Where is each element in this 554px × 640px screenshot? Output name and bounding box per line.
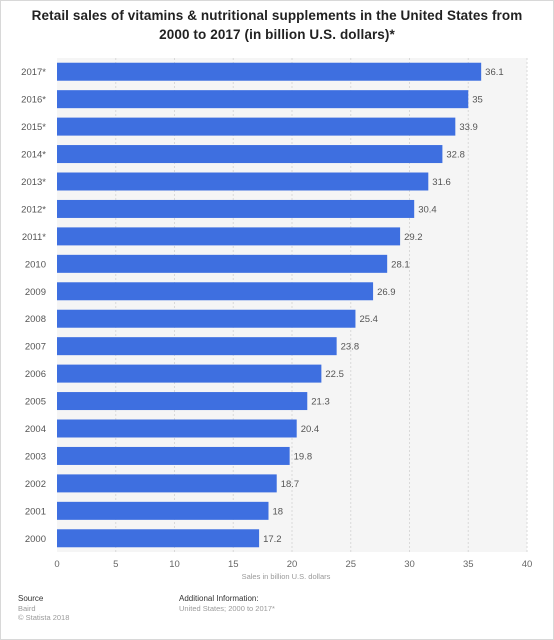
data-label: 31.6 (432, 177, 451, 188)
data-label: 21.3 (311, 397, 330, 408)
data-label: 25.4 (359, 314, 378, 325)
bar (57, 145, 443, 164)
x-tick-label: 0 (54, 559, 59, 570)
bar (57, 117, 456, 136)
bar (57, 474, 277, 493)
data-label: 32.8 (446, 150, 465, 161)
bar (57, 337, 337, 356)
bar (57, 199, 415, 218)
data-label: 29.2 (404, 232, 423, 243)
category-label: 2009 (25, 287, 46, 298)
data-label: 23.8 (341, 342, 360, 353)
data-label: 19.8 (294, 451, 313, 462)
bar (57, 254, 388, 273)
category-label: 2000 (25, 534, 46, 545)
bar (57, 309, 356, 328)
data-label: 33.9 (459, 122, 478, 133)
data-label: 26.9 (377, 287, 396, 298)
additional-info-heading: Additional Information: (179, 594, 259, 603)
x-tick-label: 35 (463, 559, 474, 570)
data-label: 18 (273, 506, 284, 517)
category-label: 2012* (21, 204, 46, 215)
copyright-line: © Statista 2018 (18, 613, 70, 622)
source-heading: Source (18, 594, 44, 603)
bar (57, 501, 269, 520)
bar (57, 446, 290, 465)
data-label: 18.7 (281, 479, 300, 490)
category-label: 2015* (21, 122, 46, 133)
x-tick-label: 40 (522, 559, 533, 570)
category-label: 2013* (21, 177, 46, 188)
bar (57, 172, 429, 191)
category-label: 2008 (25, 314, 46, 325)
data-label: 17.2 (263, 534, 282, 545)
bar (57, 392, 308, 411)
data-label: 36.1 (485, 67, 504, 78)
x-tick-label: 15 (228, 559, 239, 570)
x-axis-label: Sales in billion U.S. dollars (242, 572, 331, 581)
category-label: 2001 (25, 506, 46, 517)
category-label: 2014* (21, 150, 46, 161)
category-label: 2011* (22, 232, 46, 243)
category-label: 2005 (25, 397, 46, 408)
category-label: 2003 (25, 451, 46, 462)
source-line: Baird (18, 603, 36, 613)
plot-area (57, 58, 527, 552)
data-label: 22.5 (325, 369, 344, 380)
x-tick-label: 20 (287, 559, 298, 570)
bar (57, 282, 374, 301)
source-block: Source Baird © Statista 2018 (18, 594, 69, 623)
bar (57, 90, 469, 109)
x-tick-label: 25 (345, 559, 356, 570)
data-label: 35 (472, 95, 483, 106)
x-tick-label: 5 (113, 559, 118, 570)
x-tick-label: 10 (169, 559, 180, 570)
category-label: 2017* (21, 67, 46, 78)
category-label: 2010 (25, 259, 46, 270)
additional-info-line: United States; 2000 to 2017* (179, 603, 275, 613)
data-label: 30.4 (418, 204, 437, 215)
chart-title: Retail sales of vitamins & nutritional s… (31, 8, 523, 42)
category-label: 2006 (25, 369, 46, 380)
bar (57, 364, 322, 383)
data-label: 28.1 (391, 259, 410, 270)
bar (57, 419, 297, 438)
category-label: 2016* (21, 95, 46, 106)
x-tick-label: 30 (404, 559, 415, 570)
bar (57, 62, 482, 81)
category-label: 2007 (25, 342, 46, 353)
data-label: 20.4 (301, 424, 320, 435)
category-label: 2004 (25, 424, 46, 435)
bar (57, 227, 401, 246)
bar (57, 529, 260, 548)
additional-info-block: Additional Information: United States; 2… (179, 594, 275, 613)
category-label: 2002 (25, 479, 46, 490)
